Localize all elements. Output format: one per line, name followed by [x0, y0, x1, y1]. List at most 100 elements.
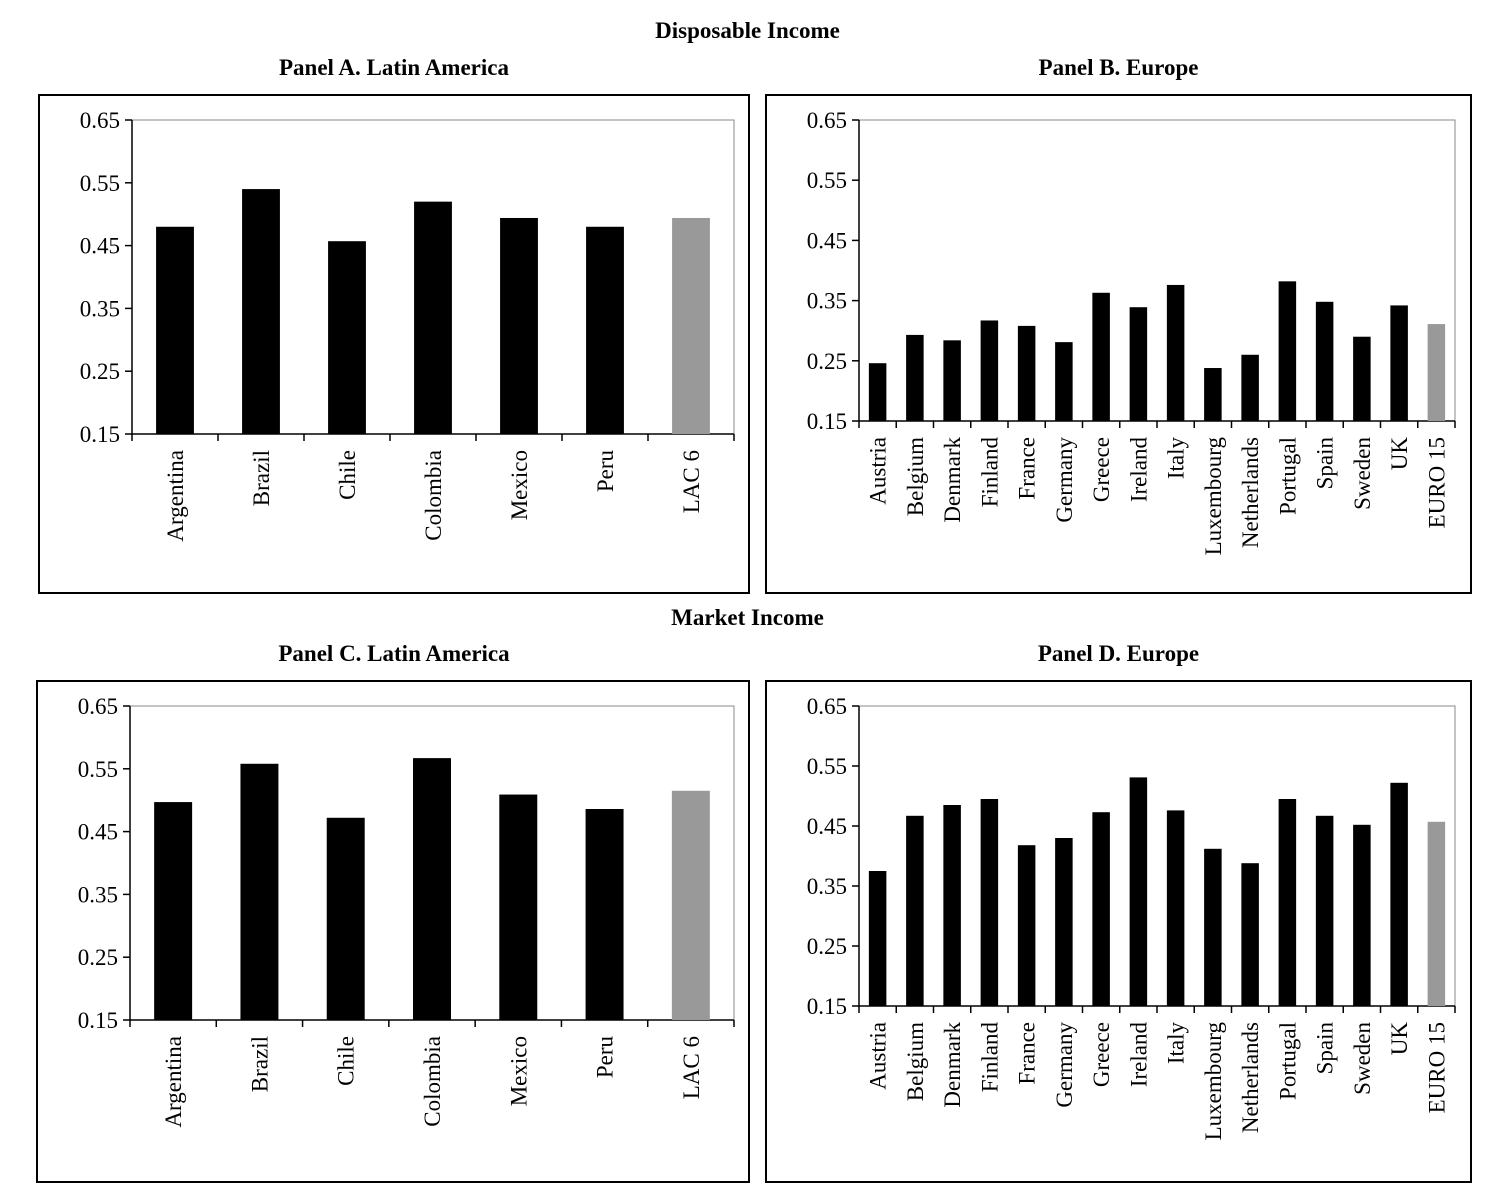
bar-sweden [1353, 824, 1371, 1006]
x-category-label: Finland [977, 1022, 1002, 1093]
bar-uk [1390, 782, 1408, 1006]
x-category-label: Sweden [1350, 437, 1375, 510]
x-category-label: EURO 15 [1424, 437, 1449, 528]
bar-italy [1166, 284, 1185, 421]
x-category-label: Greece [1089, 437, 1114, 502]
bar-belgium [906, 815, 924, 1006]
y-tick-label: 0.45 [807, 228, 847, 253]
panel-c-title: Panel C. Latin America [278, 641, 510, 666]
bar-chile [326, 817, 365, 1020]
x-category-label: Germany [1052, 1022, 1077, 1108]
x-category-label: Colombia [420, 1036, 445, 1127]
x-category-label: Belgium [903, 437, 928, 516]
y-tick-label: 0.45 [78, 820, 118, 845]
section-title-disposable-income: Disposable Income [655, 18, 840, 43]
bar-denmark [943, 805, 961, 1006]
bar-denmark [943, 340, 961, 421]
bar-netherlands [1241, 863, 1259, 1006]
bar-france [1017, 845, 1036, 1006]
bar-france [1017, 325, 1036, 421]
x-category-label: Luxembourg [1201, 1022, 1226, 1141]
x-category-label: Colombia [421, 450, 446, 541]
x-category-label: EURO 15 [1424, 1022, 1449, 1113]
y-tick-label: 0.35 [807, 874, 847, 899]
y-tick-label: 0.25 [78, 945, 118, 970]
y-tick-label: 0.65 [80, 108, 120, 133]
panel-b-chart: 0.65 0.55 0.45 0.35 0.25 0.15 Austria Belgium De… [765, 94, 1472, 594]
x-category-label: UK [1387, 437, 1412, 471]
y-tick-label: 0.55 [78, 757, 118, 782]
panel-d-title: Panel D. Europe [1037, 641, 1200, 666]
y-tick-label: 0.35 [78, 882, 118, 907]
x-category-label: Peru [593, 1036, 618, 1079]
y-tick-label: 0.35 [807, 289, 847, 314]
bar-brazil [240, 763, 279, 1020]
y-tick-label: 0.25 [80, 359, 120, 384]
bar-brazil [242, 189, 280, 434]
bar-argentina [156, 226, 194, 434]
y-tick-label: 0.25 [807, 349, 847, 374]
x-category-label: France [1015, 1022, 1040, 1085]
panel-a-title: Panel A. Latin America [279, 55, 509, 80]
bar-ireland [1129, 307, 1148, 421]
bar-euro-15 [1427, 324, 1446, 421]
y-tick-label: 0.15 [78, 1008, 118, 1033]
bar-spain [1315, 815, 1334, 1006]
panel-a-chart: 0.65 0.55 0.45 0.35 0.25 0.15 Argentina Brazil C… [38, 94, 750, 594]
bar-greece [1092, 812, 1110, 1006]
x-category-label: Portugal [1275, 1022, 1300, 1100]
bar-colombia [414, 201, 452, 434]
y-tick-label: 0.65 [807, 694, 847, 719]
bar-austria [868, 363, 887, 421]
x-category-label: Spain [1313, 437, 1338, 490]
x-category-label: LAC 6 [679, 450, 704, 513]
x-category-label: Netherlands [1238, 1022, 1263, 1133]
x-category-label: Austria [866, 1022, 891, 1090]
y-tick-label: 0.35 [80, 296, 120, 321]
bar-mexico [500, 217, 538, 434]
bar-peru [586, 226, 624, 434]
y-tick-label: 0.55 [807, 168, 847, 193]
x-category-label: Netherlands [1238, 437, 1263, 548]
x-category-label: Argentina [163, 450, 188, 542]
panel-c-chart: 0.65 0.55 0.45 0.35 0.25 0.15 Argentina Brazil C… [36, 680, 750, 1183]
y-tick-label: 0.65 [807, 108, 847, 133]
bar-chart-svg: 0.65 0.55 0.45 0.35 0.25 0.15 Argentina Brazil C… [80, 108, 735, 542]
bar-belgium [906, 334, 924, 421]
x-category-label: Spain [1313, 1022, 1338, 1075]
x-category-label: Finland [977, 437, 1002, 508]
x-category-label: Italy [1164, 437, 1189, 480]
x-category-label: Germany [1052, 437, 1077, 523]
bar-uk [1390, 305, 1408, 421]
panel-b-title: Panel B. Europe [1038, 55, 1199, 80]
x-category-label: Austria [866, 437, 891, 505]
bar-ireland [1129, 777, 1148, 1006]
bar-chart-svg: 0.65 0.55 0.45 0.35 0.25 0.15 Austria Belgium De… [807, 694, 1456, 1141]
bar-austria [868, 871, 887, 1006]
bar-colombia [413, 758, 451, 1020]
bar-finland [980, 799, 999, 1006]
y-tick-label: 0.55 [807, 754, 847, 779]
x-category-label: Brazil [249, 450, 274, 506]
x-category-label: Mexico [507, 450, 532, 520]
x-category-label: France [1015, 437, 1040, 500]
bar-netherlands [1241, 354, 1259, 421]
x-category-label: Ireland [1126, 437, 1151, 503]
x-category-label: Argentina [161, 1036, 186, 1128]
bar-chart-svg: 0.65 0.55 0.45 0.35 0.25 0.15 Argentina Brazil C… [78, 694, 735, 1128]
section-title-market-income: Market Income [671, 605, 824, 630]
y-tick-label: 0.55 [80, 171, 120, 196]
y-tick-label: 0.15 [80, 422, 120, 447]
x-category-label: Denmark [940, 437, 965, 523]
bar-argentina [154, 802, 193, 1020]
bar-portugal [1278, 799, 1297, 1006]
bar-peru [585, 808, 624, 1020]
y-tick-label: 0.65 [78, 694, 118, 719]
bar-greece [1092, 292, 1110, 421]
bar-germany [1055, 838, 1073, 1006]
x-category-label: Sweden [1350, 1022, 1375, 1095]
x-category-label: Belgium [903, 1022, 928, 1101]
bar-euro-15 [1427, 821, 1446, 1006]
x-category-label: Portugal [1275, 437, 1300, 515]
